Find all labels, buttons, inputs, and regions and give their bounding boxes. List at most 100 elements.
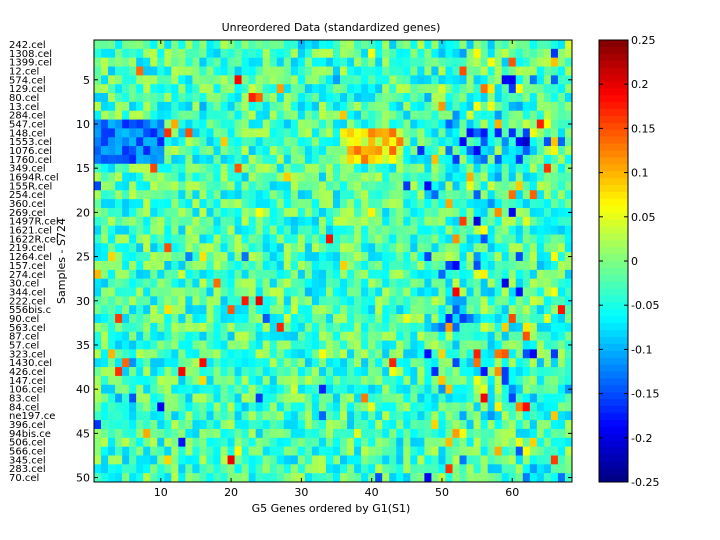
heatmap-cell xyxy=(101,119,109,129)
heatmap-cell xyxy=(276,437,285,447)
heatmap-cell xyxy=(241,48,249,58)
heatmap-cell xyxy=(157,101,165,111)
heatmap-cell xyxy=(522,66,531,76)
colorbar-band xyxy=(599,53,628,62)
heatmap-cell xyxy=(171,402,179,412)
heatmap-cell xyxy=(108,128,116,138)
heatmap-cell xyxy=(206,216,214,226)
heatmap-cell xyxy=(550,305,559,315)
heatmap-cell xyxy=(508,464,517,474)
heatmap-cell xyxy=(255,420,263,430)
heatmap-cell xyxy=(122,119,130,129)
colorbar-band xyxy=(599,102,628,110)
heatmap-cell xyxy=(487,181,495,191)
heatmap-cell xyxy=(522,190,531,200)
heatmap-cell xyxy=(304,172,313,182)
heatmap-cell xyxy=(206,181,214,191)
heatmap-cell xyxy=(522,296,531,306)
heatmap-cell xyxy=(325,48,334,58)
heatmap-cell xyxy=(396,269,404,279)
heatmap-cell xyxy=(522,137,531,147)
heatmap-cell xyxy=(543,446,552,456)
heatmap-cell xyxy=(473,261,481,271)
heatmap-cell xyxy=(368,278,376,288)
heatmap-cell xyxy=(164,278,172,288)
heatmap-cell xyxy=(318,48,327,58)
heatmap-cell xyxy=(452,66,460,76)
heatmap-cell xyxy=(396,278,404,288)
heatmap-cell xyxy=(283,446,292,456)
heatmap-cell xyxy=(164,314,172,324)
heatmap-cell xyxy=(494,322,502,332)
heatmap-cell xyxy=(234,40,242,50)
heatmap-cell xyxy=(536,420,545,430)
heatmap-cell xyxy=(431,128,439,138)
heatmap-cell xyxy=(213,464,221,474)
heatmap-cell xyxy=(543,128,552,138)
heatmap-cell xyxy=(543,437,552,447)
heatmap-cell xyxy=(557,172,566,182)
heatmap-cell xyxy=(431,146,439,156)
heatmap-cell xyxy=(143,57,151,67)
heatmap-cell xyxy=(389,287,397,297)
colorbar-band xyxy=(599,60,628,69)
heatmap-cell xyxy=(150,199,158,209)
heatmap-cell xyxy=(248,420,256,430)
heatmap-cell xyxy=(487,146,495,156)
heatmap-cell xyxy=(164,384,172,394)
heatmap-cell xyxy=(480,393,488,403)
heatmap-cell xyxy=(473,234,481,244)
heatmap-cell xyxy=(403,420,411,430)
colorbar-band xyxy=(599,191,628,200)
heatmap-cell xyxy=(178,146,186,156)
heatmap-cell xyxy=(220,190,228,200)
heatmap-cell xyxy=(192,154,200,165)
heatmap-cell xyxy=(459,464,467,474)
heatmap-cell xyxy=(269,154,278,165)
heatmap-cell xyxy=(136,128,144,138)
heatmap-cell xyxy=(368,322,376,332)
heatmap-cell xyxy=(382,154,390,165)
sample-label: 1497R.cel xyxy=(9,217,59,228)
heatmap-cell xyxy=(375,66,383,76)
heatmap-cell xyxy=(143,48,151,58)
heatmap-cell xyxy=(192,252,200,262)
heatmap-cell xyxy=(410,322,418,332)
heatmap-cell xyxy=(368,243,376,253)
heatmap-cell xyxy=(403,428,411,439)
heatmap-cell xyxy=(396,384,404,394)
heatmap-cell xyxy=(396,57,404,67)
heatmap-cell xyxy=(494,287,502,297)
heatmap-cell xyxy=(206,40,214,50)
heatmap-cell xyxy=(557,437,566,447)
heatmap-cell xyxy=(101,199,109,209)
heatmap-cell xyxy=(255,207,263,218)
heatmap-cell xyxy=(403,314,411,324)
heatmap-cell xyxy=(368,393,376,403)
heatmap-cell xyxy=(304,278,313,288)
heatmap-cell xyxy=(480,287,488,297)
heatmap-cell xyxy=(199,446,207,456)
heatmap-cell xyxy=(564,331,573,341)
heatmap-cell xyxy=(234,234,242,244)
heatmap-cell xyxy=(354,358,362,368)
heatmap-cell xyxy=(192,172,200,182)
heatmap-cell xyxy=(283,252,292,262)
heatmap-cell xyxy=(220,402,228,412)
heatmap-cell xyxy=(157,411,165,421)
heatmap-cell xyxy=(522,367,531,377)
heatmap-cell xyxy=(515,110,524,120)
heatmap-cell xyxy=(466,349,474,359)
heatmap-cell xyxy=(157,375,165,386)
heatmap-cell xyxy=(311,375,320,386)
heatmap-cell xyxy=(382,199,390,209)
heatmap-cell xyxy=(108,473,116,483)
heatmap-cell xyxy=(185,163,193,173)
heatmap-cell xyxy=(333,48,341,58)
heatmap-cell xyxy=(389,199,397,209)
heatmap-cell xyxy=(129,367,137,377)
heatmap-cell xyxy=(487,411,495,421)
heatmap-cell xyxy=(248,314,256,324)
heatmap-cell xyxy=(136,322,144,332)
heatmap-cell xyxy=(487,75,495,85)
